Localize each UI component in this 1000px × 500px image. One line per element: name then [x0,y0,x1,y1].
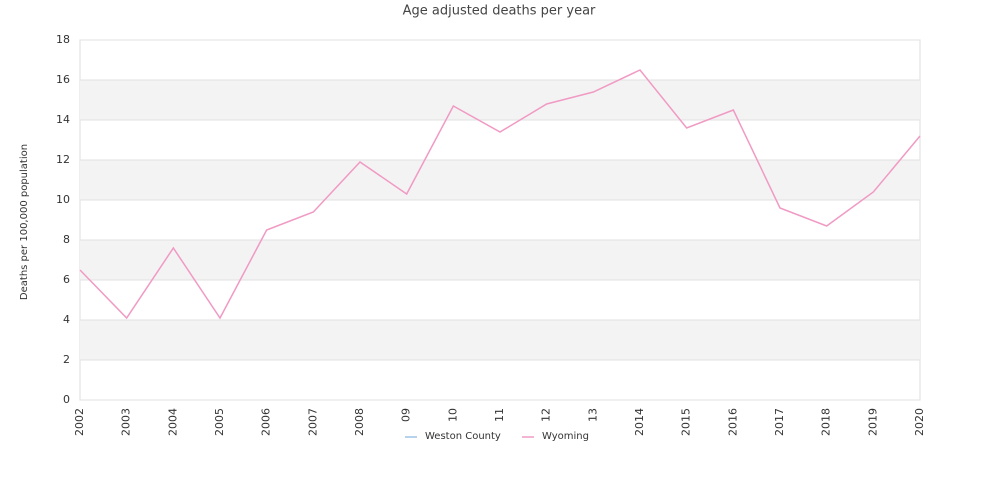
y-tick-label: 2 [63,353,70,366]
x-tick-label: 2005 [213,408,226,436]
x-tick-label: 2004 [166,408,179,436]
x-tick-label: 2006 [260,408,273,436]
grid-band [80,240,920,280]
y-tick-label: 6 [63,273,70,286]
chart-title: Age adjusted deaths per year [403,4,596,19]
grid-band [80,320,920,360]
x-tick-label: 09 [400,408,413,422]
y-tick-label: 4 [63,313,70,326]
series-line [79,69,921,320]
y-tick-label: 12 [56,153,70,166]
x-tick-label: 2002 [73,408,86,436]
x-tick-label: 2008 [353,408,366,436]
y-tick-label: 14 [56,113,70,126]
x-tick-label: 2018 [820,408,833,436]
grid-band [80,160,920,200]
y-tick-label: 8 [63,233,70,246]
x-tick-label: 13 [586,408,599,422]
x-tick-label: 2020 [913,408,926,436]
x-tick-label: 2016 [726,408,739,436]
x-tick-label: 10 [446,408,459,422]
y-tick-label: 16 [56,73,70,86]
legend-label: Weston County [425,431,501,442]
x-tick-label: 11 [493,408,506,422]
y-tick-label: 18 [56,33,70,46]
legend-label: Wyoming [542,431,589,442]
grid-band [80,80,920,120]
y-tick-label: 0 [63,393,70,406]
y-tick-label: 10 [56,193,70,206]
x-tick-label: 2007 [306,408,319,436]
y-axis-label: Deaths per 100,000 population [19,144,30,300]
x-tick-label: 2015 [680,408,693,436]
x-tick-label: 2014 [633,408,646,436]
x-tick-label: 2003 [120,408,133,436]
x-tick-label: 2017 [773,408,786,436]
x-tick-label: 2019 [866,408,879,436]
x-tick-label: 12 [540,408,553,422]
